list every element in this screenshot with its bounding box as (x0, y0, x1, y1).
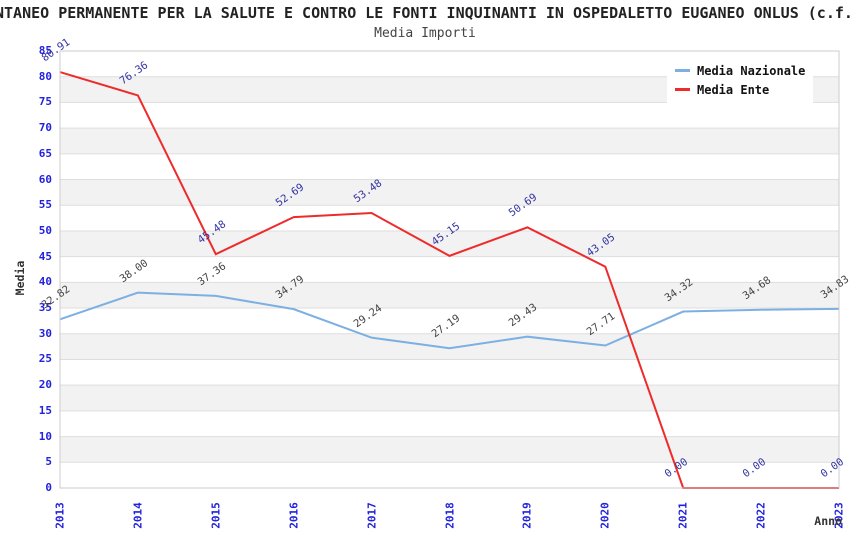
y-tick-label: 65 (38, 146, 52, 160)
y-tick-label: 55 (38, 198, 52, 212)
series-line-media-nazionale (59, 291, 840, 350)
x-tick-label: 2019 (520, 501, 534, 529)
legend: Media Nazionale Media Ente (667, 57, 813, 103)
legend-item-media-ente: Media Ente (675, 83, 813, 97)
y-tick-label: 75 (38, 95, 52, 109)
x-tick-label: 2015 (209, 501, 223, 529)
legend-swatch-nazionale-icon (675, 69, 690, 72)
x-axis-title: Anno (814, 514, 842, 528)
x-tick-label: 2013 (53, 501, 67, 529)
y-tick-label: 50 (38, 223, 52, 237)
y-tick-label: 0 (45, 481, 52, 494)
y-tick-label: 30 (38, 326, 52, 340)
legend-swatch-ente-icon (675, 88, 690, 91)
y-tick-label: 35 (38, 301, 52, 315)
x-tick-label: 2017 (365, 501, 379, 529)
y-axis-title: Media (13, 260, 27, 296)
y-tick-label: 15 (38, 403, 52, 417)
y-tick-label: 20 (38, 378, 52, 392)
y-tick-label: 85 (38, 44, 52, 57)
y-tick-label: 45 (38, 249, 52, 263)
y-tick-label: 60 (38, 172, 52, 186)
y-tick-label: 5 (45, 455, 52, 469)
x-tick-label: 2022 (754, 501, 768, 529)
y-tick-label: 80 (38, 69, 52, 83)
x-tick-label: 2021 (676, 501, 690, 529)
legend-item-media-nazionale: Media Nazionale (675, 64, 813, 78)
chart-title: NTANEO PERMANENTE PER LA SALUTE E CONTRO… (0, 4, 850, 22)
x-tick-label: 2020 (598, 501, 612, 529)
legend-label-media-ente: Media Ente (697, 82, 770, 97)
y-tick-label: 70 (38, 121, 52, 135)
legend-label-media-nazionale: Media Nazionale (697, 63, 806, 78)
x-tick-label: 2014 (131, 501, 145, 529)
y-tick-label: 25 (38, 352, 52, 366)
x-tick-label: 2016 (287, 501, 301, 529)
chart-subtitle: Media Importi (374, 26, 476, 41)
y-tick-label: 10 (38, 429, 52, 443)
x-tick-label: 2018 (443, 501, 456, 529)
y-tick-label: 40 (38, 275, 52, 289)
